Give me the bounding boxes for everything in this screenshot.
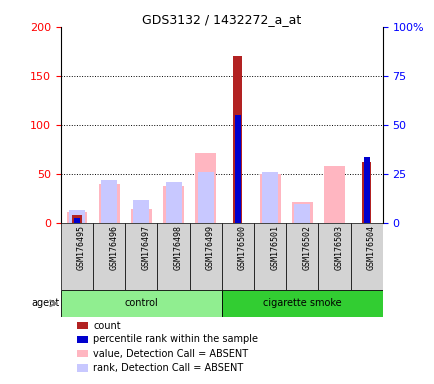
Bar [93,223,125,290]
Bar [318,223,350,290]
Bar [77,364,88,372]
Bar [221,223,253,290]
Text: GSM176496: GSM176496 [109,225,118,270]
Bar [77,350,88,357]
Bar [72,215,81,223]
Bar [131,209,151,223]
Text: cigarette smoke: cigarette smoke [263,298,341,308]
Bar [66,212,87,223]
Bar [165,182,181,223]
Bar [259,174,280,223]
Bar [221,290,382,317]
Bar [101,180,117,223]
Bar [77,336,88,343]
Text: GSM176498: GSM176498 [173,225,182,270]
Bar [233,56,242,223]
Bar [133,200,149,223]
Bar [363,157,369,223]
Bar [197,172,214,223]
Bar [323,166,344,223]
Bar [61,290,221,317]
Text: GSM176497: GSM176497 [141,225,150,270]
Bar [362,162,370,223]
Bar [189,223,221,290]
Bar [291,202,312,223]
Bar [286,223,318,290]
Text: value, Detection Call = ABSENT: value, Detection Call = ABSENT [93,349,248,359]
Text: GSM176503: GSM176503 [334,225,343,270]
Text: agent: agent [32,298,60,308]
Text: rank, Detection Call = ABSENT: rank, Detection Call = ABSENT [93,363,243,373]
Text: GSM176495: GSM176495 [77,225,86,270]
Bar [69,210,85,223]
Bar [234,115,240,223]
Text: percentile rank within the sample: percentile rank within the sample [93,334,257,344]
Bar [261,172,278,223]
Bar [195,152,216,223]
Bar [163,186,184,223]
Bar [99,184,119,223]
Text: GSM176499: GSM176499 [205,225,214,270]
Text: GSM176502: GSM176502 [302,225,311,270]
Bar [61,223,93,290]
Text: control: control [124,298,158,308]
Text: GSM176500: GSM176500 [237,225,247,270]
Bar [157,223,189,290]
Bar [77,322,88,329]
Text: GSM176501: GSM176501 [270,225,279,270]
Bar [125,223,157,290]
Bar [253,223,286,290]
Text: GSM176504: GSM176504 [366,225,375,270]
Bar [294,204,310,223]
Bar [350,223,382,290]
Bar [74,218,80,223]
Title: GDS3132 / 1432272_a_at: GDS3132 / 1432272_a_at [142,13,301,26]
Text: count: count [93,321,121,331]
